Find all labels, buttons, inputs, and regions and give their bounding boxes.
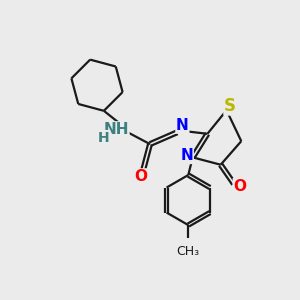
Text: H: H [98,130,110,145]
Text: O: O [135,169,148,184]
Text: NH: NH [103,122,129,137]
Text: N: N [180,148,193,164]
Text: N: N [176,118,189,133]
Text: CH₃: CH₃ [177,245,200,258]
Text: O: O [233,179,246,194]
Text: S: S [224,97,236,115]
